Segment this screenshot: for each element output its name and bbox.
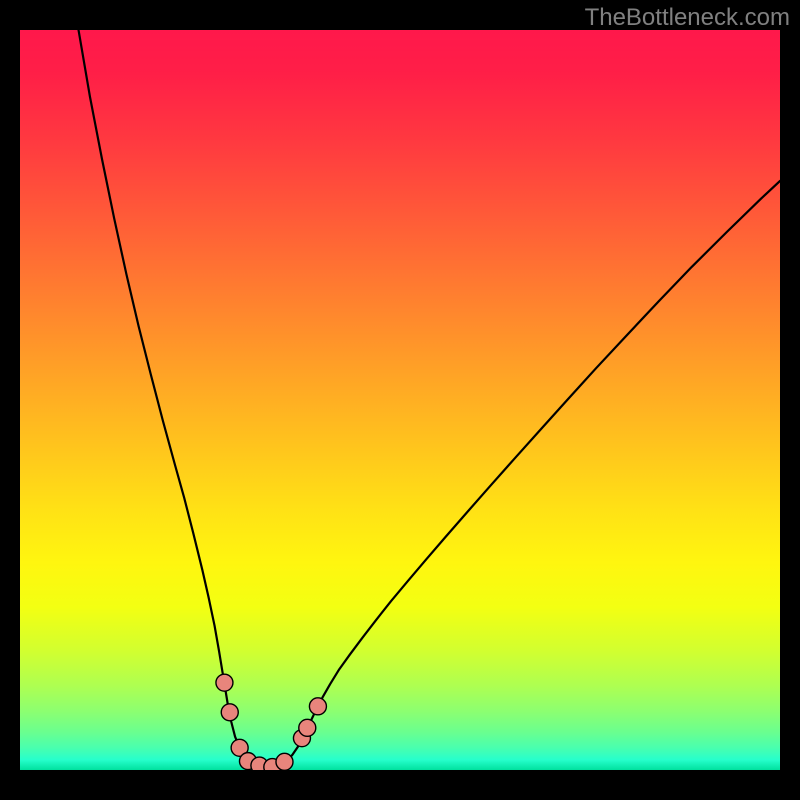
- chart-svg: [20, 30, 780, 770]
- marker-dot: [299, 719, 316, 736]
- marker-dot: [221, 704, 238, 721]
- watermark-text: TheBottleneck.com: [585, 4, 790, 32]
- plot-frame: [0, 0, 800, 800]
- marker-dot: [216, 674, 233, 691]
- gradient-rect: [20, 30, 780, 770]
- marker-dot: [309, 698, 326, 715]
- plot-area: [20, 30, 780, 770]
- marker-dot: [276, 753, 293, 770]
